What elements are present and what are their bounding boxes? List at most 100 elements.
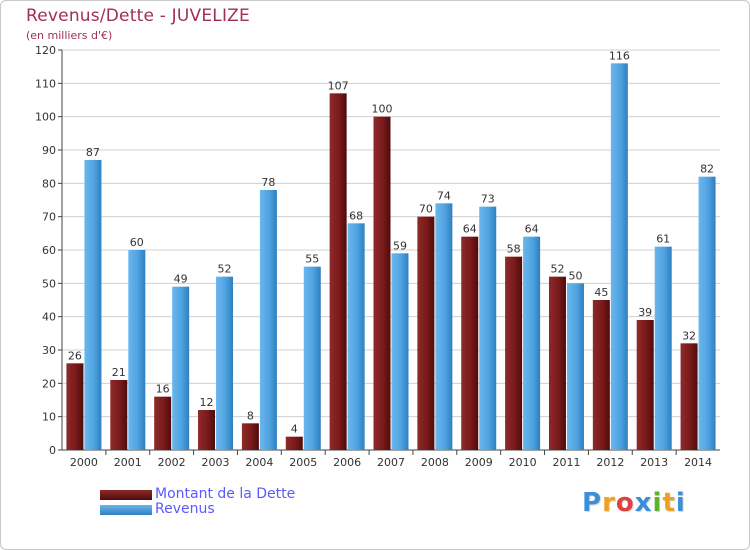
x-tick-label: 2000 — [70, 456, 98, 469]
bar-revenue-2003 — [216, 276, 234, 450]
bar-debt-2012 — [592, 300, 610, 450]
bar-debt-2008 — [417, 216, 435, 450]
logo-letter: P — [582, 488, 603, 518]
y-tick-label: 20 — [42, 377, 56, 390]
y-tick-label: 40 — [42, 311, 56, 324]
bar-revenue-2007 — [391, 253, 409, 450]
bar-revenue-2014 — [698, 176, 716, 450]
bar-debt-2010 — [505, 256, 523, 450]
data-label-debt-2011: 52 — [550, 263, 564, 276]
y-tick-label: 60 — [42, 244, 56, 257]
data-label-debt-2004: 8 — [247, 409, 254, 422]
data-label-revenue-2014: 82 — [700, 163, 714, 176]
bar-debt-2011 — [548, 276, 566, 450]
y-tick-label: 120 — [35, 44, 56, 57]
logo-letter: i — [652, 488, 663, 518]
y-tick-label: 10 — [42, 411, 56, 424]
bar-revenue-2010 — [523, 236, 541, 450]
data-label-revenue-2002: 49 — [174, 273, 188, 286]
logo-letter: i — [675, 488, 686, 518]
logo-letter: t — [662, 488, 676, 518]
bar-debt-2009 — [461, 236, 479, 450]
y-tick-label: 30 — [42, 344, 56, 357]
bar-revenue-2006 — [347, 223, 365, 450]
proxiti-logo: Proxiti — [582, 488, 686, 518]
y-tick-label: 70 — [42, 211, 56, 224]
data-labels: 26 87 21 60 16 49 12 52 8 78 4 55 107 68 100 59 70 74 64 73… — [68, 49, 714, 435]
x-tick-label: 2007 — [377, 456, 405, 469]
legend-swatch-debt — [100, 490, 152, 500]
y-tick-label: 90 — [42, 144, 56, 157]
bar-revenue-2004 — [259, 190, 277, 450]
x-tick-label: 2012 — [596, 456, 624, 469]
data-label-revenue-2009: 73 — [481, 193, 495, 206]
data-label-debt-2002: 16 — [156, 383, 170, 396]
data-label-debt-2003: 12 — [200, 396, 214, 409]
data-label-revenue-2000: 87 — [86, 146, 100, 159]
x-tick-label: 2010 — [509, 456, 537, 469]
legend-label-revenue: Revenus — [155, 501, 215, 517]
bar-debt-2005 — [285, 436, 303, 450]
data-label-debt-2013: 39 — [638, 306, 652, 319]
data-label-revenue-2004: 78 — [261, 176, 275, 189]
data-label-debt-2008: 70 — [419, 203, 433, 216]
data-label-debt-2007: 100 — [372, 103, 393, 116]
legend-label-debt: Montant de la Dette — [155, 486, 296, 502]
logo-letter: r — [602, 488, 616, 518]
y-tick-label: 0 — [49, 444, 56, 457]
x-tick-label: 2008 — [421, 456, 449, 469]
y-tick-label: 80 — [42, 177, 56, 190]
bar-debt-2013 — [636, 320, 654, 450]
bar-revenue-2012 — [610, 63, 628, 450]
bars — [66, 63, 716, 451]
bar-debt-2000 — [66, 363, 84, 450]
bar-revenue-2013 — [654, 246, 672, 450]
bar-revenue-2005 — [303, 266, 321, 450]
grid-lines — [62, 49, 720, 451]
data-label-revenue-2012: 116 — [609, 49, 630, 62]
bar-debt-2014 — [680, 343, 698, 450]
bar-revenue-2000 — [84, 160, 102, 450]
data-label-debt-2006: 107 — [328, 79, 349, 92]
bar-debt-2003 — [198, 410, 216, 450]
bar-debt-2002 — [154, 396, 172, 450]
data-label-debt-2014: 32 — [682, 329, 696, 342]
y-tick-label: 50 — [42, 277, 56, 290]
data-label-revenue-2008: 74 — [437, 189, 451, 202]
bar-debt-2004 — [241, 423, 259, 450]
data-label-revenue-2006: 68 — [349, 209, 363, 222]
data-label-revenue-2001: 60 — [130, 236, 144, 249]
bar-debt-2001 — [110, 380, 128, 450]
data-label-revenue-2011: 50 — [568, 269, 582, 282]
legend-swatch-revenue — [100, 505, 152, 515]
data-label-debt-2009: 64 — [463, 223, 477, 236]
x-tick-label: 2011 — [552, 456, 580, 469]
x-tick-label: 2014 — [684, 456, 712, 469]
logo-letter: x — [634, 488, 653, 518]
bar-debt-2006 — [329, 93, 347, 450]
bar-revenue-2002 — [172, 286, 190, 450]
data-label-debt-2010: 58 — [507, 243, 521, 256]
logo-letter: o — [615, 488, 635, 518]
bar-revenue-2011 — [566, 283, 584, 450]
bar-debt-2007 — [373, 116, 391, 451]
data-label-revenue-2005: 55 — [305, 253, 319, 266]
x-tick-label: 2006 — [333, 456, 361, 469]
x-tick-label: 2005 — [289, 456, 317, 469]
chart-title: Revenus/Dette - JUVELIZE — [26, 6, 250, 26]
x-tick-label: 2004 — [245, 456, 273, 469]
chart-subtitle: (en milliers d'€) — [26, 29, 113, 42]
data-label-revenue-2013: 61 — [656, 233, 670, 246]
y-tick-label: 100 — [35, 111, 56, 124]
data-label-revenue-2010: 64 — [525, 223, 539, 236]
y-tick-label: 110 — [35, 77, 56, 90]
bar-revenue-2009 — [479, 206, 497, 450]
data-label-revenue-2007: 59 — [393, 239, 407, 252]
bar-revenue-2001 — [128, 250, 146, 450]
data-label-debt-2005: 4 — [291, 423, 298, 436]
x-tick-label: 2013 — [640, 456, 668, 469]
bar-revenue-2008 — [435, 203, 453, 450]
x-tick-label: 2002 — [158, 456, 186, 469]
x-tick-label: 2009 — [465, 456, 493, 469]
